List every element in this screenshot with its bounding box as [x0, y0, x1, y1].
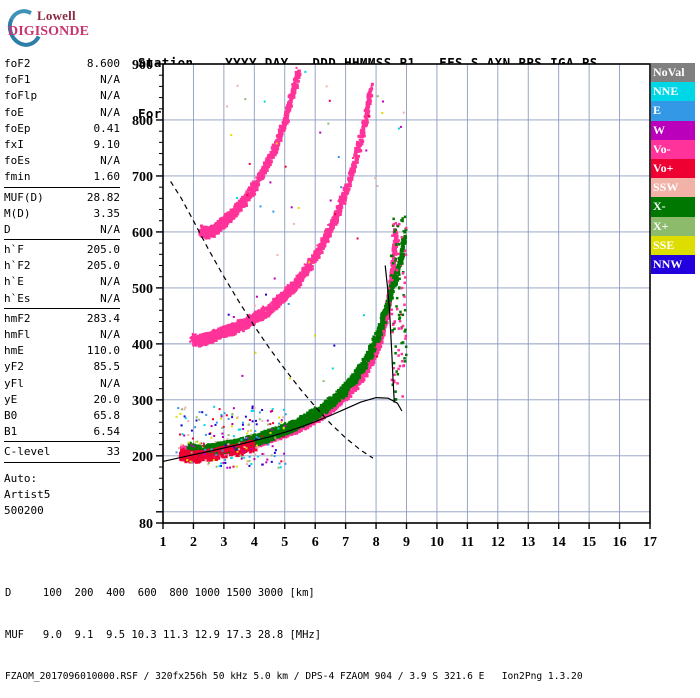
- echo-point: [277, 430, 279, 432]
- echo-point: [373, 360, 375, 362]
- echo-point: [380, 331, 382, 333]
- echo-point: [374, 348, 377, 351]
- echo-point: [382, 325, 385, 328]
- echo-point: [362, 378, 365, 381]
- echo-point: [402, 240, 405, 243]
- echo-point: [371, 355, 374, 358]
- echo-point: [310, 411, 312, 413]
- echo-point: [311, 409, 313, 411]
- echo-point: [365, 373, 368, 376]
- echo-point: [364, 360, 366, 362]
- echo-point: [401, 253, 403, 255]
- echo-point: [336, 405, 338, 407]
- echo-point: [284, 422, 286, 424]
- echo-point: [390, 296, 392, 298]
- echo-point: [384, 305, 386, 307]
- echo-point: [378, 336, 381, 339]
- echo-point: [279, 435, 281, 437]
- echo-point: [374, 340, 377, 343]
- echo-point: [377, 332, 379, 334]
- echo-point: [350, 379, 352, 381]
- echo-point: [267, 439, 270, 442]
- echo-point: [242, 437, 244, 439]
- echo-point: [384, 321, 387, 324]
- echo-point: [300, 415, 302, 417]
- echo-point: [404, 238, 406, 240]
- echo-point: [380, 333, 383, 336]
- echo-point: [367, 355, 369, 357]
- echo-point: [354, 386, 356, 388]
- echo-point: [324, 403, 326, 405]
- echo-point: [371, 346, 374, 349]
- echo-point: [191, 336, 193, 338]
- echo-point: [392, 243, 394, 245]
- echo-point: [289, 421, 291, 423]
- echo-point: [356, 387, 358, 389]
- echo-point: [345, 390, 348, 393]
- echo-point: [341, 390, 343, 392]
- echo-point: [305, 417, 307, 419]
- echo-point: [359, 380, 362, 383]
- echo-point: [404, 236, 406, 238]
- echo-point: [199, 445, 201, 447]
- echo-point: [383, 317, 386, 320]
- echo-point: [358, 376, 361, 379]
- echo-point: [338, 399, 341, 402]
- echo-point: [402, 230, 404, 232]
- echo-point: [383, 332, 385, 334]
- echo-point: [394, 236, 396, 238]
- echo-point: [365, 363, 368, 366]
- echo-point: [363, 374, 366, 377]
- echo-point: [196, 447, 198, 449]
- echo-point: [320, 406, 322, 408]
- echo-point: [338, 390, 340, 392]
- echo-point: [385, 313, 387, 315]
- echo-point: [393, 264, 396, 267]
- echo-point: [250, 438, 252, 440]
- echo-point: [214, 444, 216, 446]
- echo-point: [390, 293, 393, 296]
